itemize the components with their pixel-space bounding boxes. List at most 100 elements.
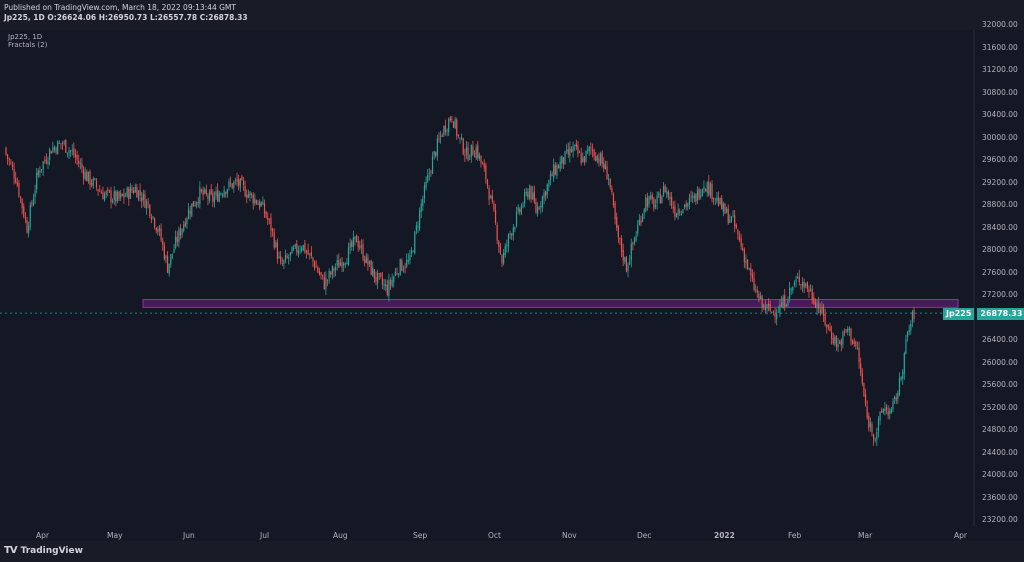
candle-up: [779, 304, 781, 314]
candle-down: [482, 163, 484, 165]
candle-down: [24, 217, 26, 219]
candle-up: [262, 201, 264, 205]
candle-down: [65, 139, 67, 153]
candle-up: [805, 284, 807, 286]
candle-up: [233, 181, 235, 188]
x-tick-label: Oct: [488, 531, 501, 540]
tradingview-brand[interactable]: TV TradingView: [4, 545, 83, 556]
candle-down: [679, 211, 681, 213]
candle-down: [798, 276, 800, 283]
x-tick-label: Jul: [260, 531, 270, 540]
candle-up: [344, 263, 346, 265]
candle-down: [674, 206, 676, 217]
candle-up: [543, 192, 545, 199]
candle-down: [742, 248, 744, 250]
candle-down: [472, 146, 474, 156]
candle-down: [207, 195, 209, 199]
candle-down: [430, 172, 432, 173]
candle-down: [606, 166, 608, 180]
y-tick-label: 25600.00: [982, 380, 1018, 389]
candle-down: [355, 235, 358, 243]
candle-up: [683, 204, 686, 208]
candle-down: [441, 135, 443, 137]
candle-up: [254, 198, 256, 204]
candle-down: [611, 188, 613, 193]
candle-up: [892, 400, 894, 409]
candle-down: [246, 194, 248, 198]
candle-down: [317, 267, 319, 273]
candle-down: [601, 152, 603, 164]
chart-plot-area[interactable]: [0, 30, 1024, 541]
candle-down: [82, 168, 85, 178]
candle-up: [360, 245, 363, 248]
candle-up: [556, 165, 558, 176]
candle-down: [144, 194, 146, 208]
candle-up: [226, 189, 228, 194]
candle-down: [378, 273, 380, 275]
candle-down: [310, 252, 312, 257]
candle-down: [322, 274, 324, 276]
legend-symbol[interactable]: Jp225, 1D: [8, 33, 43, 41]
candle-down: [575, 143, 577, 147]
candle-up: [208, 191, 211, 202]
candle-up: [569, 147, 571, 156]
candle-down: [389, 280, 392, 285]
y-tick-label: 27600.00: [982, 267, 1018, 277]
candle-up: [68, 150, 70, 154]
candle-down: [887, 411, 889, 416]
candle-down: [100, 192, 102, 194]
candle-down: [91, 183, 93, 185]
candle-down: [672, 207, 674, 209]
candle-down: [885, 407, 888, 411]
x-tick-label: Jun: [183, 531, 195, 540]
candle-up: [343, 263, 345, 266]
candle-up: [302, 245, 304, 250]
candle-down: [313, 261, 316, 269]
candle-up: [703, 186, 705, 190]
candle-down: [811, 288, 813, 300]
candle-down: [764, 306, 766, 311]
x-tick-label: Apr: [954, 531, 967, 540]
candle-up: [120, 193, 122, 198]
candle-up: [215, 191, 217, 196]
candle-down: [99, 190, 101, 192]
candle-down: [814, 301, 817, 308]
candle-up: [842, 332, 844, 345]
candle-down: [163, 244, 165, 260]
candle-down: [818, 302, 820, 309]
candle-down: [351, 241, 353, 247]
candle-up: [650, 195, 652, 199]
candle-down: [530, 185, 532, 199]
candle-up: [52, 147, 54, 153]
candle-down: [189, 210, 191, 214]
candle-up: [706, 182, 708, 193]
candle-up: [283, 260, 285, 264]
candle-up: [402, 269, 405, 270]
candle-up: [234, 180, 237, 181]
candle-up: [346, 262, 348, 265]
candle-down: [95, 180, 98, 188]
candle-up: [275, 241, 277, 248]
candle-up: [884, 408, 886, 411]
candle-up: [572, 145, 574, 152]
candle-up: [785, 304, 787, 307]
candle-up: [635, 235, 637, 241]
candle-up: [759, 295, 762, 299]
candle-up: [490, 195, 492, 199]
candle-down: [192, 201, 195, 207]
candle-down: [827, 325, 829, 327]
candle-down: [808, 289, 810, 293]
legend-indicator[interactable]: Fractals (2): [8, 41, 48, 49]
candle-up: [648, 196, 650, 205]
candle-down: [13, 168, 15, 178]
candle-down: [554, 165, 556, 175]
candle-down: [157, 229, 159, 232]
candle-up: [349, 242, 351, 248]
candle-up: [578, 152, 581, 154]
candle-down: [753, 278, 755, 290]
candle-down: [772, 311, 775, 313]
candle-up: [247, 194, 249, 198]
candle-up: [638, 219, 640, 226]
candle-down: [155, 227, 157, 231]
candle-down: [89, 171, 91, 185]
